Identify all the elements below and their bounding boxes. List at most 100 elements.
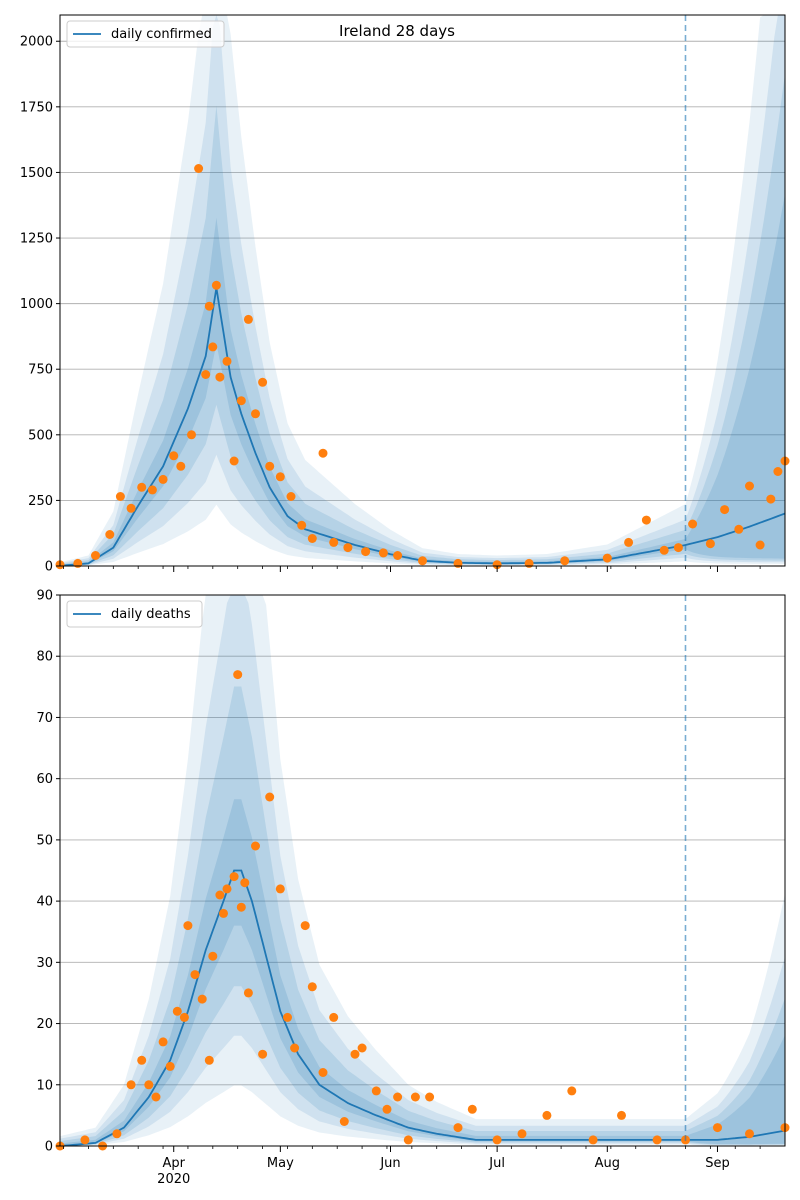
deaths-data-point [307,982,317,992]
confirmed-y-tick-label: 250 [28,494,53,509]
confirmed-y-tick-label: 500 [28,428,53,443]
deaths-data-point [652,1135,662,1145]
deaths-data-point [204,1055,214,1065]
confirmed-data-point [73,558,83,568]
deaths-data-point [222,884,232,894]
deaths-data-point [243,988,253,998]
confirmed-data-point [705,539,715,549]
confirmed-data-point [624,537,634,547]
confirmed-y-tick-label: 0 [45,560,53,575]
deaths-y-tick-label: 50 [36,833,53,848]
confirmed-data-point [393,551,403,560]
confirmed-data-point [222,356,232,366]
deaths-data-point [165,1061,175,1071]
deaths-y-tick-label: 30 [36,956,53,971]
confirmed-y-tick-label: 750 [28,363,53,378]
deaths-data-point [410,1092,420,1102]
deaths-data-point [290,1043,300,1053]
deaths-model-line [59,869,786,1147]
deaths-legend-box [66,600,203,628]
deaths-data-point [542,1110,552,1120]
deaths-y-tick-label: 80 [36,650,53,665]
deaths-band-95% [60,595,785,1146]
confirmed-data-point [297,520,307,530]
deaths-data-point [208,951,218,961]
confirmed-data-point [318,448,328,458]
confirmed-data-point [275,472,285,482]
confirmed-data-point [176,461,186,471]
deaths-data-point [567,1086,577,1096]
confirmed-data-point [492,560,502,570]
deaths-data-point [112,1129,122,1139]
deaths-data-point [371,1086,381,1096]
deaths-data-point [467,1104,477,1114]
deaths-x-tick-label: Jun [379,1156,400,1171]
confirmed-data-point [378,548,388,558]
confirmed-y-tick-label: 1000 [20,297,53,312]
deaths-data-point [300,921,310,931]
confirmed-data-point [418,556,427,566]
deaths-y-tick-label: 10 [36,1078,53,1093]
confirmed-x-ticks [63,566,761,572]
deaths-data-point [283,1012,292,1022]
confirmed-data-point [453,558,463,568]
confirmed-data-point [215,372,225,382]
deaths-axes-frame [59,594,786,1147]
confirmed-data-point [265,461,275,471]
confirmed-y-tick-label: 1250 [20,232,53,247]
confirmed-data-point [329,537,339,547]
deaths-data-point [393,1092,403,1102]
confirmed-data-point [126,503,136,513]
deaths-y-tick-label: 40 [36,895,53,910]
confirmed-data-point [201,370,211,379]
deaths-data-point [215,890,225,900]
deaths-data-point [158,1037,168,1047]
deaths-data-point [80,1135,90,1145]
confirmed-data-point [229,456,239,466]
confirmed-y-tick-label: 2000 [20,35,53,50]
confirmed-band-80% [60,73,785,566]
deaths-observed-points [55,670,790,1151]
deaths-data-point [233,670,243,680]
deaths-band-50% [60,799,785,1146]
deaths-uncertainty-bands [60,595,785,1146]
confirmed-data-point [258,377,268,387]
deaths-data-point [492,1135,502,1145]
deaths-x-tick-label: Apr [162,1156,185,1171]
confirmed-legend-box [66,20,225,48]
deaths-data-point [425,1092,435,1102]
deaths-data-point [617,1110,626,1120]
confirmed-data-point [105,530,115,539]
deaths-x-tick-label: 2020 [157,1172,190,1187]
deaths-data-point [745,1129,754,1139]
confirmed-data-point [187,430,196,440]
deaths-data-point [251,841,260,851]
confirmed-observed-points [55,164,790,570]
deaths-data-point [172,1006,182,1016]
deaths-y-tick-label: 90 [36,589,53,604]
deaths-data-point [190,970,200,980]
confirmed-data-point [251,409,260,419]
confirmed-band-99% [60,15,785,566]
deaths-data-point [183,921,193,931]
confirmed-data-point [137,482,147,492]
deaths-data-point [403,1135,413,1145]
deaths-y-tick-label: 20 [36,1017,53,1032]
chart-title: Ireland 28 days [339,22,455,40]
confirmed-data-point [602,553,612,563]
confirmed-data-point [734,524,744,534]
deaths-data-point [517,1129,527,1139]
deaths-data-point [236,902,246,912]
confirmed-y-tick-label: 1500 [20,166,53,181]
confirmed-data-point [158,474,168,484]
deaths-data-point [265,792,275,802]
deaths-y-tick-label: 0 [45,1140,53,1155]
deaths-legend: daily deaths [66,600,203,628]
confirmed-legend-label: daily confirmed [111,27,212,42]
confirmed-data-point [673,543,683,553]
confirmed-axes-frame [59,14,786,567]
deaths-x-tick-label: May [267,1156,294,1171]
confirmed-data-point [211,280,221,290]
